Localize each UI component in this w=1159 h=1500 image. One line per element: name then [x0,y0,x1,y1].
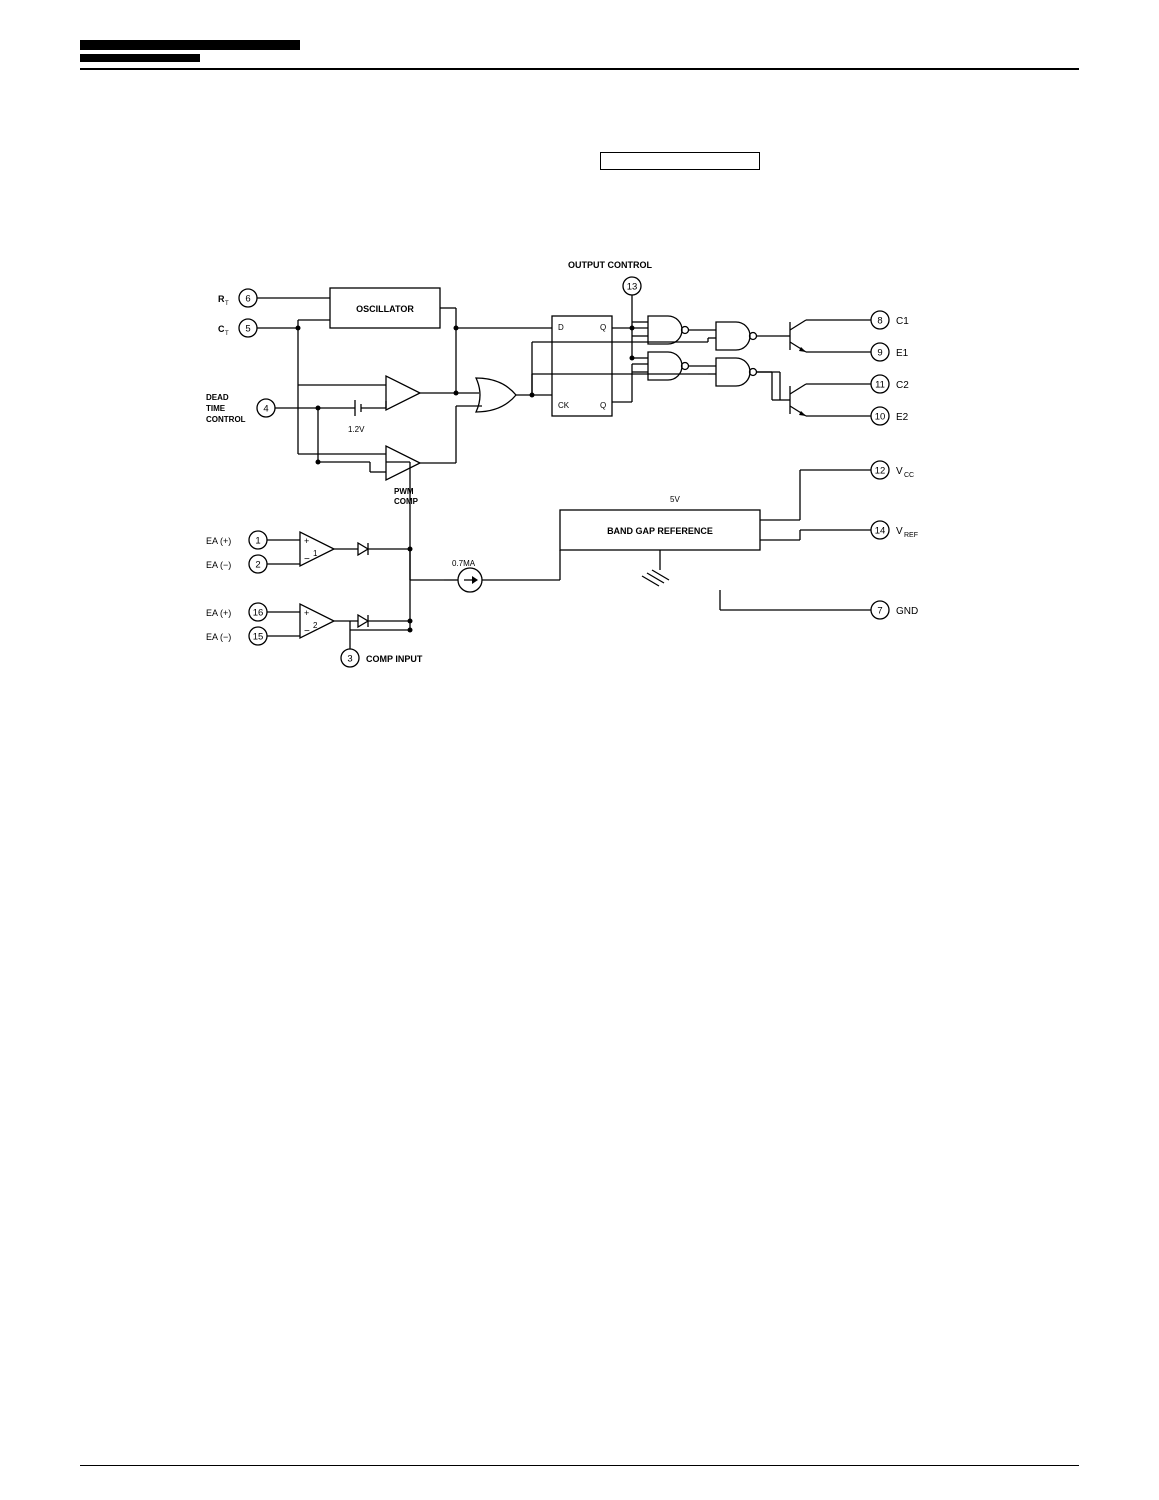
svg-text:2: 2 [313,621,318,630]
svg-text:E1: E1 [896,348,909,359]
description-column [600,140,1080,170]
svg-text:GND: GND [896,606,918,617]
svg-text:C: C [218,324,225,334]
svg-text:+: + [304,536,309,546]
svg-text:3: 3 [347,654,352,665]
svg-text:11: 11 [875,380,885,391]
page-header [80,40,1079,70]
svg-text:EA (−): EA (−) [206,560,231,570]
svg-text:TIME: TIME [206,404,226,413]
svg-text:15: 15 [252,632,263,643]
svg-text:CONTROL: CONTROL [206,415,246,424]
svg-text:16: 16 [252,608,263,619]
svg-text:D: D [558,323,564,332]
svg-text:13: 13 [626,282,637,293]
svg-text:V: V [896,466,903,477]
svg-text:BAND GAP REFERENCE: BAND GAP REFERENCE [607,526,713,536]
features-column [80,140,560,170]
svg-text:T: T [225,331,229,337]
svg-text:1: 1 [255,536,260,547]
svg-text:0.7MA: 0.7MA [452,559,476,568]
svg-text:PWM: PWM [394,487,414,496]
svg-text:12: 12 [874,466,885,477]
block-diagram-svg: OUTPUT CONTROLRT6CT5DEADTIMECONTROL4OSCI… [200,250,960,670]
company-logo [80,40,300,64]
svg-text:R: R [218,294,225,304]
svg-text:6: 6 [245,294,250,305]
svg-text:COMP INPUT: COMP INPUT [366,654,423,664]
svg-text:DEAD: DEAD [206,393,229,402]
svg-text:CK: CK [558,401,570,410]
svg-text:EA (−): EA (−) [206,632,231,642]
svg-text:T: T [225,301,229,307]
svg-text:1: 1 [313,549,318,558]
svg-text:1.2V: 1.2V [348,425,365,434]
svg-text:7: 7 [877,606,882,617]
svg-text:EA (+): EA (+) [206,536,231,546]
svg-text:5V: 5V [670,495,680,504]
svg-text:+: + [304,608,309,618]
svg-text:4: 4 [263,404,268,415]
svg-text:OUTPUT CONTROL: OUTPUT CONTROL [568,260,652,270]
copyright-footer [80,1465,1079,1470]
svg-text:5: 5 [245,324,250,335]
svg-text:9: 9 [877,348,882,359]
content-columns [80,140,1079,170]
svg-text:14: 14 [874,526,885,537]
svg-text:REF: REF [904,532,918,539]
logo-bar [80,54,200,62]
svg-text:C2: C2 [896,380,909,391]
svg-text:10: 10 [874,412,885,423]
svg-text:CC: CC [904,472,914,479]
svg-text:EA (+): EA (+) [206,608,231,618]
svg-text:−: − [304,554,310,565]
svg-text:2: 2 [255,560,260,571]
svg-text:Q: Q [600,323,606,332]
svg-text:C1: C1 [896,316,909,327]
svg-text:8: 8 [877,316,882,327]
svg-text:OSCILLATOR: OSCILLATOR [356,304,414,314]
svg-text:COMP: COMP [394,497,419,506]
block-diagram: OUTPUT CONTROLRT6CT5DEADTIMECONTROL4OSCI… [80,250,1079,670]
svg-text:Q: Q [600,401,606,410]
logo-bar [80,40,300,50]
svg-text:V: V [896,526,903,537]
package-box [600,152,760,170]
svg-text:E2: E2 [896,412,909,423]
svg-text:−: − [304,626,310,637]
